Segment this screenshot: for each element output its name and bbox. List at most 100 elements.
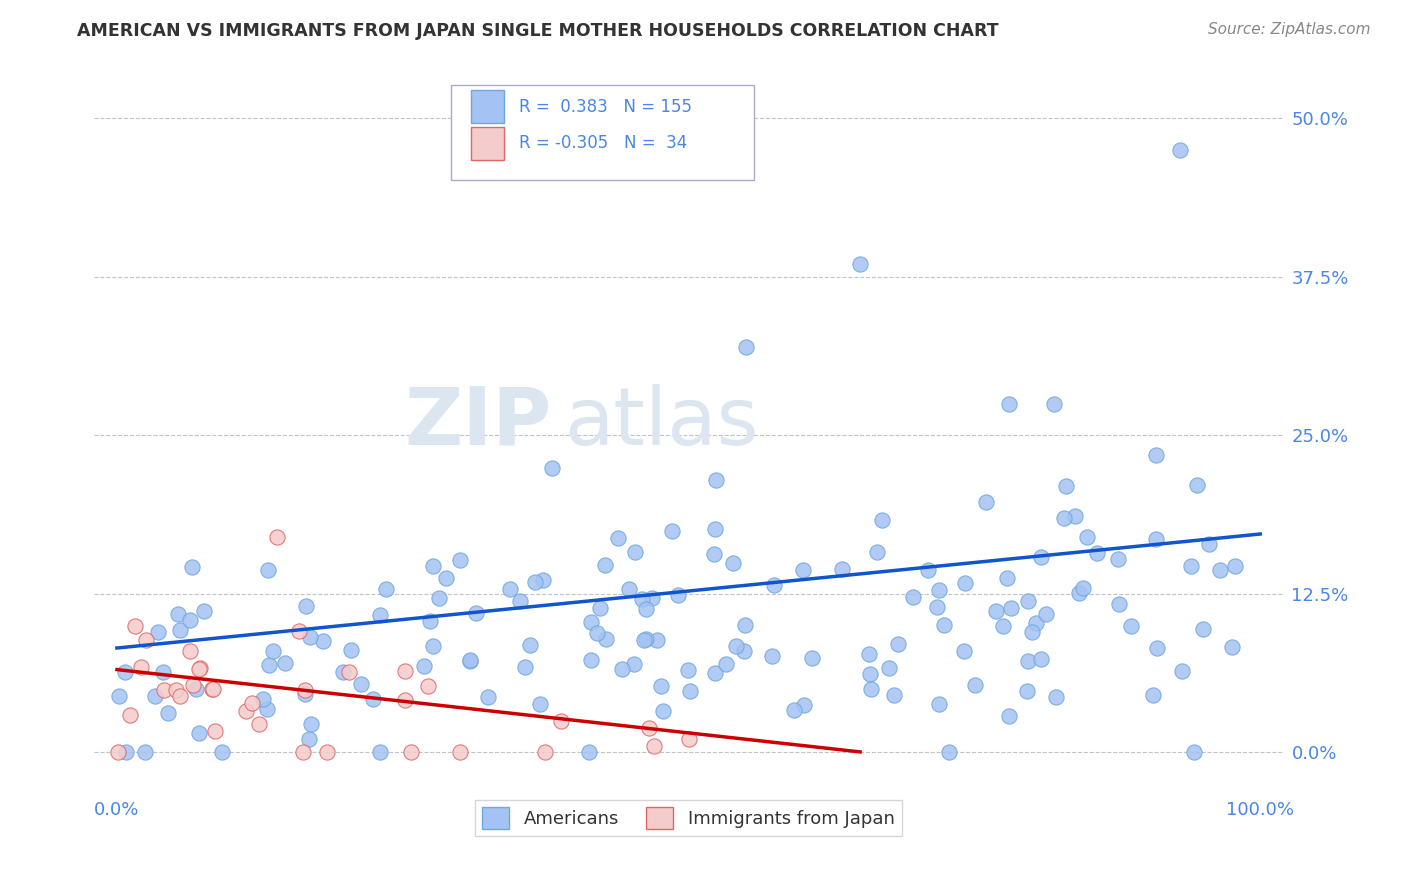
Point bbox=[193, 605, 215, 619]
Point bbox=[312, 634, 335, 648]
Text: atlas: atlas bbox=[564, 384, 758, 461]
Point bbox=[235, 705, 257, 719]
Point bbox=[703, 665, 725, 680]
Point bbox=[630, 592, 652, 607]
Point bbox=[928, 698, 950, 712]
Point bbox=[1192, 622, 1215, 636]
Point bbox=[1000, 600, 1022, 615]
Point bbox=[984, 604, 1007, 618]
Point bbox=[499, 582, 522, 596]
Point bbox=[704, 522, 727, 536]
Point bbox=[1035, 607, 1057, 621]
Point bbox=[370, 608, 392, 623]
Point bbox=[763, 578, 786, 592]
Point bbox=[299, 717, 322, 731]
Point bbox=[394, 665, 416, 679]
Point bbox=[1142, 689, 1164, 703]
Point bbox=[401, 745, 423, 759]
Point bbox=[332, 665, 354, 679]
Point bbox=[679, 684, 702, 698]
Point bbox=[793, 698, 815, 712]
Point bbox=[1043, 396, 1066, 410]
Point bbox=[294, 683, 316, 698]
Point bbox=[256, 702, 278, 716]
Point bbox=[607, 531, 630, 545]
Point bbox=[1146, 641, 1168, 656]
Point bbox=[274, 656, 297, 670]
Point bbox=[586, 626, 609, 640]
Point bbox=[997, 708, 1019, 723]
Point bbox=[145, 689, 167, 703]
Point bbox=[1223, 559, 1246, 574]
Point bbox=[184, 681, 207, 696]
Point bbox=[299, 630, 322, 644]
Point bbox=[976, 495, 998, 509]
Point bbox=[997, 396, 1019, 410]
Point bbox=[1085, 546, 1108, 560]
Point bbox=[135, 633, 157, 648]
Point bbox=[519, 638, 541, 652]
Point bbox=[190, 660, 212, 674]
Point bbox=[515, 660, 537, 674]
Point bbox=[292, 745, 315, 759]
Point bbox=[1220, 640, 1243, 654]
Point bbox=[427, 591, 450, 605]
Point bbox=[963, 678, 986, 692]
Point bbox=[666, 588, 689, 602]
Point bbox=[531, 573, 554, 587]
Point bbox=[859, 666, 882, 681]
Point bbox=[240, 696, 263, 710]
Point bbox=[449, 745, 471, 759]
Point bbox=[866, 545, 889, 559]
Text: AMERICAN VS IMMIGRANTS FROM JAPAN SINGLE MOTHER HOUSEHOLDS CORRELATION CHART: AMERICAN VS IMMIGRANTS FROM JAPAN SINGLE… bbox=[77, 22, 998, 40]
Point bbox=[610, 662, 633, 676]
Point bbox=[107, 745, 129, 759]
Point bbox=[1067, 586, 1090, 600]
Point bbox=[703, 548, 725, 562]
Point bbox=[550, 714, 572, 728]
Point bbox=[917, 563, 939, 577]
Point bbox=[298, 732, 321, 747]
FancyBboxPatch shape bbox=[451, 85, 754, 180]
Point bbox=[1121, 619, 1143, 633]
Point bbox=[953, 576, 976, 591]
Point bbox=[412, 658, 434, 673]
Point bbox=[623, 657, 645, 671]
Point bbox=[361, 692, 384, 706]
Point bbox=[1144, 448, 1167, 462]
Point bbox=[636, 602, 658, 616]
Point bbox=[134, 745, 156, 759]
Point bbox=[153, 683, 176, 698]
Point bbox=[623, 545, 645, 559]
Point bbox=[714, 657, 737, 672]
Point bbox=[422, 559, 444, 574]
Point bbox=[901, 590, 924, 604]
Point bbox=[678, 732, 700, 747]
Point bbox=[761, 648, 783, 663]
Point bbox=[183, 678, 205, 692]
Point bbox=[706, 473, 728, 487]
Point bbox=[938, 745, 960, 759]
Point bbox=[595, 632, 617, 646]
Point bbox=[641, 591, 664, 605]
Point bbox=[1144, 533, 1167, 547]
Point bbox=[1107, 552, 1129, 566]
Point bbox=[1021, 625, 1043, 640]
Point bbox=[419, 614, 441, 628]
Point bbox=[129, 660, 152, 674]
Point bbox=[524, 575, 547, 590]
Point bbox=[633, 633, 655, 648]
Point bbox=[800, 651, 823, 665]
Point bbox=[188, 726, 211, 740]
Point bbox=[1017, 654, 1039, 668]
Point bbox=[858, 647, 880, 661]
Point bbox=[643, 739, 665, 753]
FancyBboxPatch shape bbox=[471, 127, 505, 160]
Point bbox=[529, 698, 551, 712]
Point bbox=[678, 664, 700, 678]
Point bbox=[115, 745, 138, 759]
Point bbox=[1045, 690, 1067, 704]
Point bbox=[509, 594, 531, 608]
Point bbox=[645, 633, 668, 648]
Point bbox=[201, 681, 224, 696]
